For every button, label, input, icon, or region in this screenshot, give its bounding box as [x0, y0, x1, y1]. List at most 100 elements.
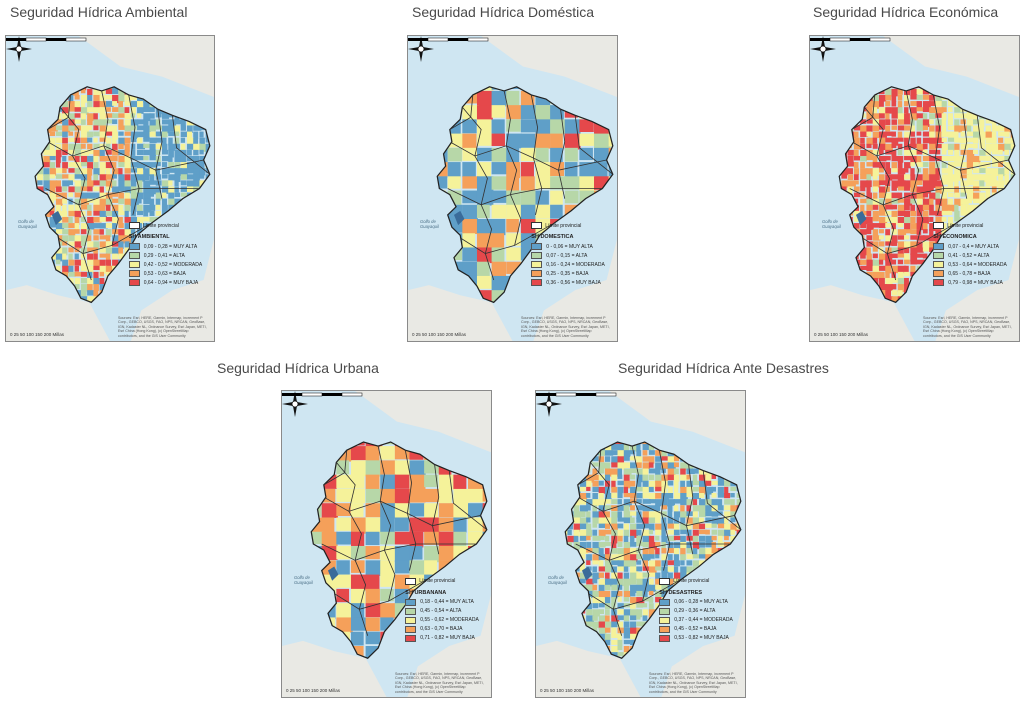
map-title-urbana: Seguridad Hídrica Urbana	[217, 360, 379, 376]
sea-label: Golfo de Guayaquil	[822, 219, 841, 229]
legend-title: SH DOMESTICA	[531, 234, 574, 241]
map-credits: Sources: Esri, HERE, Garmin, Intermap, i…	[649, 671, 738, 694]
legend-row: 0,36 - 0,56 = MUY BAJA	[531, 279, 605, 287]
map-canvas	[6, 36, 214, 341]
legend-row: 0,09 - 0,28 = MUY ALTA	[128, 243, 203, 251]
legend-swatch	[405, 634, 417, 642]
legend-class-label: 0,06 - 0,28 = MUY ALTA	[674, 599, 728, 606]
map-legend: Límite provincial SH URBANANA 0,18 - 0,4…	[405, 577, 479, 644]
legend-swatch	[933, 261, 945, 269]
legend-boundary: Límite provincial	[128, 222, 203, 230]
legend-swatch	[405, 625, 417, 633]
legend-class-label: 0,53 - 0,64 = MODERADA	[948, 261, 1007, 268]
map-panel-ambiental: Golfo de Guayaquil Límite provincial SH …	[5, 35, 215, 342]
legend-row: 0,63 - 0,70 = BAJA	[405, 625, 479, 633]
legend-boundary: Límite provincial	[531, 222, 605, 230]
scale-labels: 0 25 50 100 150 200 Millas	[286, 688, 341, 693]
legend-title: SH ECONOMICA	[933, 234, 977, 241]
legend-row: 0,64 - 0,94 = MUY BAJA	[128, 279, 203, 287]
map-legend: Límite provincial SH DESASTRES 0,06 - 0,…	[659, 577, 733, 644]
map-title-economica: Seguridad Hídrica Económica	[813, 4, 999, 20]
map-legend: Límite provincial SH ECONOMICA 0,07 - 0,…	[933, 222, 1007, 288]
legend-row: 0,53 - 0,64 = MODERADA	[933, 261, 1007, 269]
map-credits: Sources: Esri, HERE, Garmin, Intermap, i…	[118, 315, 207, 338]
map-canvas	[282, 391, 491, 697]
legend-swatch	[531, 261, 543, 269]
scale-bar	[408, 37, 489, 42]
legend-swatch	[128, 270, 140, 278]
legend-swatch	[128, 243, 140, 251]
map-credits: Sources: Esri, HERE, Garmin, Intermap, i…	[395, 671, 484, 694]
legend-boundary: Límite provincial	[659, 577, 733, 585]
legend-row: 0 - 0,06 = MUY ALTA	[531, 243, 605, 251]
legend-class-label: 0,79 - 0,98 = MUY BAJA	[948, 279, 1003, 286]
legend-row: 0,18 - 0,44 = MUY ALTA	[405, 598, 479, 606]
legend-swatch	[933, 243, 945, 251]
legend-row: 0,79 - 0,98 = MUY BAJA	[933, 279, 1007, 287]
country-boundary	[838, 86, 1016, 304]
legend-title: SH DESASTRES	[659, 589, 703, 596]
legend-title: SH URBANANA	[405, 589, 447, 596]
legend-class-label: 0,63 - 0,70 = BAJA	[420, 626, 463, 633]
map-credits: Sources: Esri, HERE, Garmin, Intermap, i…	[923, 315, 1012, 338]
sea-label: Golfo de Guayaquil	[294, 574, 313, 585]
scale-bar	[810, 37, 891, 42]
legend-swatch	[659, 634, 671, 642]
map-panel-domestica: Golfo de Guayaquil Límite provincial SH …	[407, 35, 618, 342]
sea-label: Golfo de Guayaquil	[548, 574, 567, 585]
map-credits: Sources: Esri, HERE, Garmin, Intermap, i…	[521, 315, 610, 338]
legend-class-label: 0,53 - 0,82 = MUY BAJA	[674, 635, 729, 642]
legend-swatch	[531, 270, 543, 278]
scale-labels: 0 25 50 100 150 200 Millas	[412, 332, 467, 337]
legend-row: 0,42 - 0,52 = MODERADA	[128, 261, 203, 269]
sea-label: Golfo de Guayaquil	[18, 219, 37, 229]
north-arrow-icon	[408, 36, 434, 62]
legend-row: 0,45 - 0,52 = BAJA	[659, 625, 733, 633]
legend-row: 0,55 - 0,62 = MODERADA	[405, 616, 479, 624]
legend-swatch	[933, 252, 945, 260]
legend-row: 0,45 - 0,54 = ALTA	[405, 607, 479, 615]
map-legend: Límite provincial SH AMBIENTAL 0,09 - 0,…	[128, 222, 203, 288]
legend-class-label: 0,25 - 0,35 = BAJA	[546, 270, 589, 277]
north-arrow-icon	[282, 391, 308, 417]
north-arrow-icon	[536, 391, 562, 417]
scale-bar	[6, 37, 87, 42]
scale-labels: 0 25 50 100 150 200 Millas	[10, 332, 65, 337]
north-arrow-icon	[6, 36, 32, 62]
country-boundary	[436, 86, 614, 304]
scale-bar	[282, 392, 363, 397]
legend-class-label: 0,45 - 0,54 = ALTA	[420, 608, 462, 615]
map-legend: Límite provincial SH DOMESTICA 0 - 0,06 …	[531, 222, 605, 288]
legend-swatch	[659, 616, 671, 624]
legend-row: 0,53 - 0,82 = MUY BAJA	[659, 634, 733, 642]
legend-class-label: 0,09 - 0,28 = MUY ALTA	[143, 243, 198, 250]
legend-swatch	[128, 261, 140, 269]
legend-row: 0,25 - 0,35 = BAJA	[531, 270, 605, 278]
legend-swatch	[405, 616, 417, 624]
legend-class-label: 0,36 - 0,56 = MUY BAJA	[546, 279, 601, 286]
map-title-desastres: Seguridad Hídrica Ante Desastres	[618, 360, 829, 376]
legend-class-label: 0,65 - 0,78 = BAJA	[948, 270, 991, 277]
legend-row: 0,65 - 0,78 = BAJA	[933, 270, 1007, 278]
scale-bar	[536, 392, 617, 397]
legend-class-label: 0,29 - 0,36 = ALTA	[674, 608, 716, 615]
map-canvas	[408, 36, 617, 341]
scale-labels: 0 25 50 100 150 200 Millas	[540, 688, 595, 693]
legend-swatch	[531, 252, 543, 260]
legend-swatch	[128, 279, 140, 287]
legend-swatch	[531, 279, 543, 287]
legend-class-label: 0,16 - 0,24 = MODERADA	[546, 261, 605, 268]
legend-class-label: 0,53 - 0,63 = BAJA	[143, 270, 186, 277]
legend-class-label: 0,42 - 0,52 = MODERADA	[143, 261, 203, 268]
country-boundary	[564, 441, 742, 659]
legend-row: 0,29 - 0,36 = ALTA	[659, 607, 733, 615]
map-panel-economica: Golfo de Guayaquil Límite provincial SH …	[809, 35, 1020, 342]
legend-swatch	[659, 625, 671, 633]
legend-boundary: Límite provincial	[933, 222, 1007, 230]
legend-class-label: 0,07 - 0,15 = ALTA	[546, 252, 588, 259]
legend-class-label: 0,45 - 0,52 = BAJA	[674, 626, 717, 633]
legend-swatch	[933, 279, 945, 287]
legend-row: 0,41 - 0,52 = ALTA	[933, 252, 1007, 260]
legend-row: 0,16 - 0,24 = MODERADA	[531, 261, 605, 269]
legend-class-label: 0,29 - 0,41 = ALTA	[143, 252, 185, 259]
